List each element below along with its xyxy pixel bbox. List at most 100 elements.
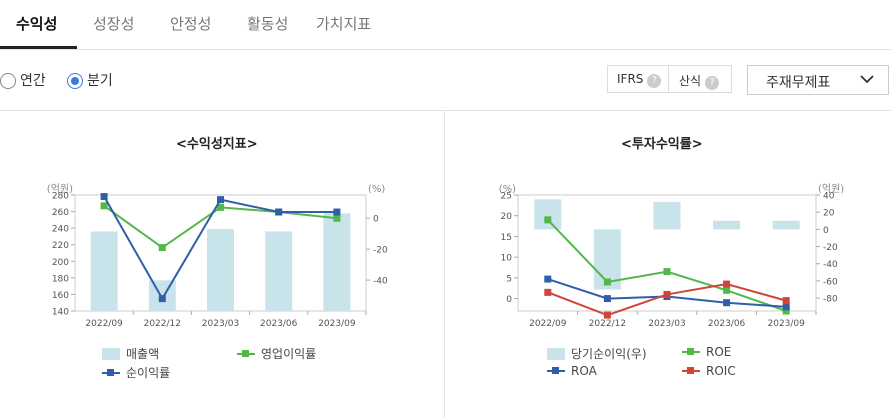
series-point — [217, 203, 224, 211]
tab-profitability[interactable]: 수익성 — [16, 15, 58, 33]
legend-net-margin: 순이익률 — [102, 364, 170, 381]
right-tick-label: 40 — [823, 192, 835, 202]
right-tick-label: -40 — [823, 260, 838, 270]
left-tick-label: 10 — [501, 254, 513, 264]
series-point — [544, 216, 552, 224]
legend-swatch — [682, 365, 700, 377]
bar — [90, 231, 118, 311]
left-tick-label: 260 — [52, 208, 69, 218]
left-tick-label: 200 — [52, 258, 69, 268]
formula-label: 산식 — [679, 74, 702, 88]
series-point — [217, 196, 224, 204]
series-point — [333, 208, 341, 216]
series-point — [603, 295, 611, 303]
x-tick-label: 2022/09 — [85, 319, 123, 329]
series-point — [723, 299, 731, 307]
chart-title-investment-return: <투자수익률> — [621, 137, 703, 152]
left-tick-label: 140 — [52, 308, 69, 318]
series-point — [275, 208, 283, 216]
bar — [207, 228, 234, 311]
right-unit-label: (억원) — [818, 183, 844, 195]
bar — [265, 231, 293, 311]
series-point — [544, 288, 552, 296]
radio-quarterly[interactable]: 분기 — [67, 70, 113, 90]
radio-quarterly-label: 분기 — [87, 73, 113, 89]
question-icon[interactable]: ? — [705, 76, 720, 90]
left-tick-label: 0 — [506, 295, 512, 305]
profitability-chart: (억원) (%) 280 260 240 220 200 180 160 140 0 -20 -40 20… — [47, 183, 388, 329]
chevron-down-icon — [860, 75, 874, 84]
series-point — [100, 202, 108, 210]
x-tick-label: 2023/06 — [708, 319, 746, 329]
left-tick-label: 280 — [52, 192, 69, 202]
right-tick-label: 0 — [823, 226, 829, 236]
tab-stability[interactable]: 안정성 — [170, 15, 212, 33]
statement-type-select[interactable]: 주재무제표 — [747, 65, 889, 95]
legend-swatch — [682, 346, 700, 358]
legend-sales: 매출액 — [102, 345, 159, 362]
x-tick-label: 2022/09 — [529, 319, 567, 329]
legend-roa: ROA — [547, 364, 597, 378]
left-tick-label: 160 — [52, 291, 69, 301]
active-tab-indicator — [0, 46, 77, 49]
radio-annual[interactable]: 연간 — [0, 70, 46, 90]
plot-frame — [517, 194, 817, 312]
bar — [534, 199, 562, 230]
radio-checked-icon — [67, 73, 83, 89]
radio-circle-icon — [0, 73, 16, 89]
left-unit-label: (억원) — [47, 183, 73, 195]
x-tick-label: 2023/09 — [318, 319, 356, 329]
series-point — [603, 311, 611, 319]
legend-swatch — [237, 348, 255, 360]
legend-swatch — [102, 367, 120, 379]
ifrs-formula-box: IFRS? 산식? — [607, 65, 732, 93]
series-point — [663, 268, 671, 276]
legend-roic: ROIC — [682, 364, 736, 378]
left-tick-label: 25 — [501, 192, 512, 202]
left-tick-label: 20 — [501, 212, 513, 222]
legend-roe: ROE — [682, 345, 731, 359]
ifrs-help[interactable]: IFRS? — [617, 72, 662, 88]
statement-type-value: 주재무제표 — [766, 75, 831, 91]
left-tick-label: 220 — [52, 241, 69, 251]
right-tick-label: -80 — [823, 295, 838, 305]
chart-title-profitability: <수익성지표> — [176, 137, 258, 152]
investment-return-chart: (%) (억원) 25 20 15 10 5 0 40 20 0 -20 -40 -60 -80 2022/0… — [499, 183, 845, 329]
x-tick-label: 2023/03 — [202, 319, 239, 329]
left-tick-label: 15 — [501, 233, 512, 243]
divider — [668, 66, 669, 92]
options-bar: 연간 분기 IFRS? 산식? 주재무제표 — [0, 50, 891, 111]
right-tick-label: 20 — [823, 209, 835, 219]
series-point — [603, 278, 611, 286]
legend-net-income: 당기순이익(우) — [547, 345, 647, 362]
series-point — [544, 275, 552, 283]
right-tick-label: -20 — [823, 243, 838, 253]
right-tick-label: -40 — [373, 277, 388, 287]
series-point — [782, 307, 790, 315]
right-tick-label: 0 — [373, 215, 379, 225]
panel-divider — [444, 111, 445, 418]
bar — [713, 220, 741, 230]
formula-help[interactable]: 산식? — [679, 72, 720, 90]
x-tick-label: 2023/03 — [648, 319, 685, 329]
legend-swatch — [547, 348, 565, 360]
tab-growth[interactable]: 성장성 — [93, 15, 135, 33]
tab-activity[interactable]: 활동성 — [247, 15, 289, 33]
left-tick-label: 240 — [52, 225, 69, 235]
series-point — [158, 295, 166, 303]
legend-operating-margin: 영업이익률 — [237, 345, 316, 362]
series-point — [723, 280, 731, 288]
bar — [653, 201, 681, 230]
x-tick-label: 2022/12 — [144, 319, 181, 329]
x-tick-label: 2022/12 — [589, 319, 626, 329]
series-point — [100, 193, 108, 201]
series-point — [663, 290, 671, 298]
series-point — [158, 244, 166, 252]
tab-value-indicators[interactable]: 가치지표 — [316, 15, 372, 33]
left-unit-label: (%) — [499, 184, 516, 195]
ifrs-label: IFRS — [617, 72, 644, 86]
series-point — [723, 286, 731, 294]
right-tick-label: -60 — [823, 277, 838, 287]
question-icon[interactable]: ? — [647, 74, 662, 88]
series-point — [782, 303, 790, 311]
